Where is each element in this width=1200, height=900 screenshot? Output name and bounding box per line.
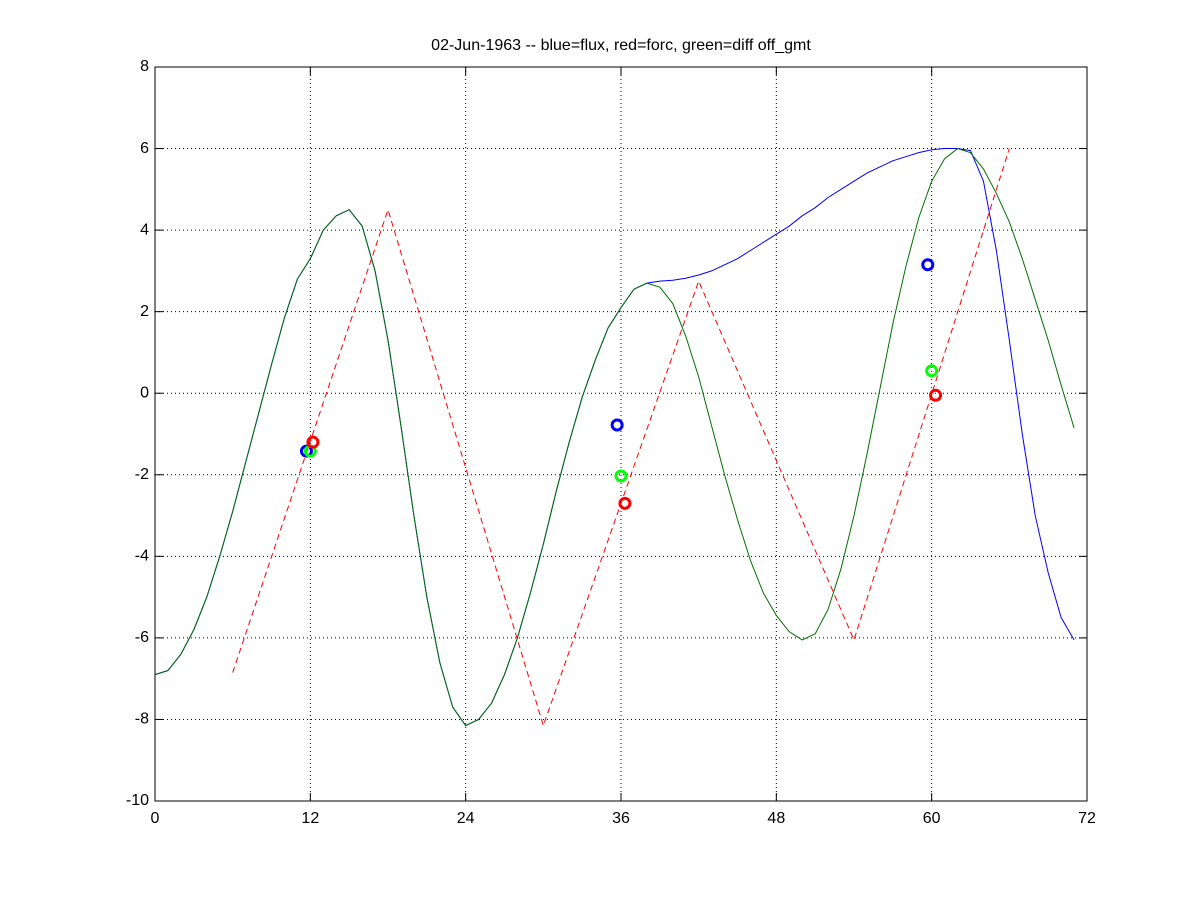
marker	[925, 364, 939, 378]
marker	[929, 388, 943, 402]
y-tick-label: -8	[135, 711, 149, 728]
marker	[610, 418, 624, 432]
x-tick-label: 0	[151, 810, 160, 827]
y-tick-label: -2	[135, 466, 149, 483]
y-tick-label: 6	[140, 140, 149, 157]
y-tick-label: 4	[140, 221, 149, 238]
x-tick-label: 36	[612, 810, 630, 827]
x-tick-label: 12	[301, 810, 319, 827]
y-tick-label: 8	[140, 58, 149, 75]
marker	[614, 469, 628, 483]
line	[154, 148, 1075, 727]
x-tick-label: 72	[1078, 810, 1096, 827]
plot-frame	[154, 66, 1088, 802]
marker	[306, 435, 320, 449]
x-tick-label: 60	[923, 810, 941, 827]
x-tick-label: 24	[457, 810, 475, 827]
y-tick-label: -4	[135, 548, 149, 565]
y-tick-label: -6	[135, 629, 149, 646]
chart-title: 02-Jun-1963 -- blue=flux, red=forc, gree…	[431, 37, 811, 54]
y-tick-label: -10	[126, 792, 149, 809]
marker	[921, 258, 935, 272]
y-tick-label: 0	[140, 384, 149, 401]
x-tick-label: 48	[767, 810, 785, 827]
marker	[618, 496, 632, 510]
y-tick-label: 2	[140, 303, 149, 320]
